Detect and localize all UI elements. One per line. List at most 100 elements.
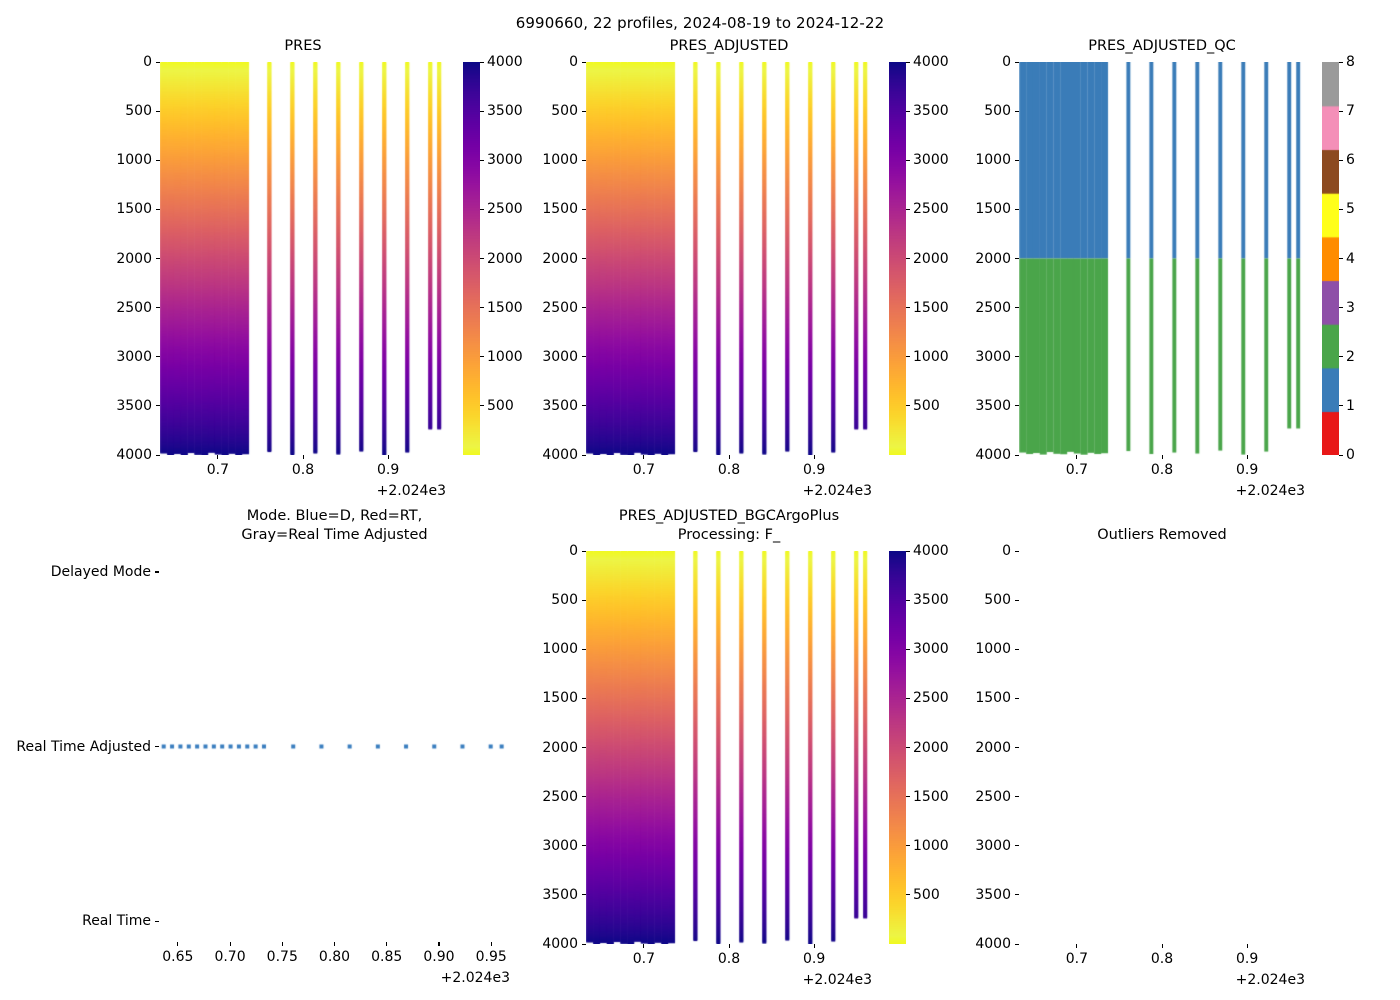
xtick-label-pres_adjusted: 0.9 xyxy=(802,462,826,478)
xtick-mark-pres_adjusted xyxy=(813,455,815,459)
cbar-tick-mark-pres_adjusted xyxy=(906,405,910,407)
colorbar-gradient-pres_adjusted_qc xyxy=(1322,62,1339,455)
ytick-label-pres_adjusted: 1500 xyxy=(542,201,578,218)
cbar-tick-label-pres_adjusted_qc: 1 xyxy=(1346,397,1355,414)
ytick-mark-pres_adjusted xyxy=(582,258,586,260)
cbar-tick-label-bgcargoplus: 1500 xyxy=(913,788,949,805)
ytick-label-pres: 500 xyxy=(125,103,152,120)
cbar-tick-label-pres_adjusted: 3500 xyxy=(913,103,949,120)
ytick-label-pres: 1000 xyxy=(116,152,152,169)
cbar-tick-mark-pres xyxy=(480,110,484,112)
plot-area-pres xyxy=(160,62,446,455)
cbar-tick-mark-pres_adjusted_qc xyxy=(1339,258,1343,260)
x-offset-text-bgcargoplus: +2.024e3 xyxy=(802,972,872,988)
ytick-mark-outliers xyxy=(1015,648,1019,650)
ytick-mark-mode xyxy=(155,746,159,748)
cbar-tick-label-pres_adjusted_qc: 0 xyxy=(1346,447,1355,463)
ytick-label-pres_adjusted: 0 xyxy=(569,54,578,70)
plot-area-outliers xyxy=(1019,551,1305,944)
cbar-tick-label-pres: 500 xyxy=(487,397,514,414)
ytick-label-pres_adjusted_qc: 3000 xyxy=(975,348,1011,365)
plot-area-pres_adjusted_qc xyxy=(1019,62,1305,455)
xtick-mark-mode xyxy=(490,942,492,946)
xtick-mark-pres xyxy=(217,455,219,459)
ytick-mark-bgcargoplus xyxy=(582,648,586,650)
colorbar-gradient-pres xyxy=(463,62,480,455)
ytick-label-pres_adjusted: 2000 xyxy=(542,250,578,267)
x-offset-text-pres_adjusted: +2.024e3 xyxy=(802,483,872,499)
cbar-tick-label-pres_adjusted: 2500 xyxy=(913,201,949,218)
cbar-tick-mark-pres xyxy=(480,258,484,260)
ytick-label-mode: Real Time Adjusted xyxy=(16,738,151,755)
ytick-label-bgcargoplus: 3500 xyxy=(542,886,578,903)
xtick-mark-outliers xyxy=(1246,944,1248,948)
cbar-tick-mark-pres_adjusted xyxy=(906,159,910,161)
xtick-label-mode: 0.70 xyxy=(214,949,246,965)
ytick-mark-mode xyxy=(155,571,159,573)
ytick-label-pres_adjusted: 1000 xyxy=(542,152,578,169)
axes-title-outliers: Outliers Removed xyxy=(1097,527,1227,543)
cbar-tick-label-bgcargoplus: 3000 xyxy=(913,641,949,658)
ytick-label-pres_adjusted: 4000 xyxy=(542,447,578,463)
ytick-label-bgcargoplus: 1500 xyxy=(542,690,578,707)
cbar-tick-mark-bgcargoplus xyxy=(906,894,910,896)
ytick-label-outliers: 0 xyxy=(1002,543,1011,559)
ytick-mark-pres_adjusted_qc xyxy=(1015,356,1019,358)
cbar-tick-label-pres: 4000 xyxy=(487,54,523,70)
xtick-label-pres_adjusted: 0.8 xyxy=(717,462,741,478)
ytick-label-pres_adjusted_qc: 4000 xyxy=(975,447,1011,463)
xtick-mark-mode xyxy=(334,942,336,946)
cbar-tick-label-bgcargoplus: 1000 xyxy=(913,837,949,854)
ytick-mark-mode xyxy=(155,920,159,922)
ytick-label-pres_adjusted_qc: 1000 xyxy=(975,152,1011,169)
ytick-mark-pres_adjusted_qc xyxy=(1015,159,1019,161)
ytick-label-pres_adjusted: 500 xyxy=(551,103,578,120)
ytick-mark-pres xyxy=(156,454,160,456)
cbar-tick-mark-pres_adjusted xyxy=(906,61,910,63)
ytick-mark-bgcargoplus xyxy=(582,697,586,699)
ytick-label-bgcargoplus: 3000 xyxy=(542,837,578,854)
cbar-tick-mark-pres xyxy=(480,208,484,210)
xtick-mark-pres_adjusted_qc xyxy=(1246,455,1248,459)
xtick-label-pres: 0.7 xyxy=(206,462,230,478)
xtick-label-mode: 0.90 xyxy=(423,949,455,965)
ytick-mark-pres_adjusted xyxy=(582,110,586,112)
ytick-mark-pres_adjusted_qc xyxy=(1015,258,1019,260)
cbar-tick-label-pres_adjusted_qc: 7 xyxy=(1346,103,1355,120)
xtick-mark-pres_adjusted_qc xyxy=(1161,455,1163,459)
xtick-label-pres: 0.9 xyxy=(376,462,400,478)
cbar-tick-label-pres: 1000 xyxy=(487,348,523,365)
cbar-tick-mark-pres_adjusted xyxy=(906,208,910,210)
ytick-label-pres: 3000 xyxy=(116,348,152,365)
ytick-mark-bgcargoplus xyxy=(582,894,586,896)
cbar-tick-label-pres_adjusted_qc: 2 xyxy=(1346,348,1355,365)
xtick-label-outliers: 0.7 xyxy=(1065,951,1089,967)
cbar-tick-mark-pres xyxy=(480,307,484,309)
ytick-label-outliers: 4000 xyxy=(975,936,1011,952)
cbar-tick-label-pres_adjusted: 1500 xyxy=(913,299,949,316)
xtick-label-outliers: 0.8 xyxy=(1150,951,1174,967)
x-offset-text-pres: +2.024e3 xyxy=(376,483,446,499)
xtick-mark-bgcargoplus xyxy=(728,944,730,948)
cbar-tick-mark-bgcargoplus xyxy=(906,648,910,650)
cbar-tick-mark-pres_adjusted xyxy=(906,307,910,309)
ytick-label-pres_adjusted_qc: 1500 xyxy=(975,201,1011,218)
ytick-label-pres: 2000 xyxy=(116,250,152,267)
x-offset-text-pres_adjusted_qc: +2.024e3 xyxy=(1235,483,1305,499)
ytick-mark-outliers xyxy=(1015,550,1019,552)
ytick-mark-pres_adjusted xyxy=(582,405,586,407)
cbar-tick-label-bgcargoplus: 2000 xyxy=(913,739,949,756)
ytick-mark-pres_adjusted xyxy=(582,356,586,358)
cbar-tick-label-pres: 3500 xyxy=(487,103,523,120)
cbar-tick-label-bgcargoplus: 500 xyxy=(913,886,940,903)
xtick-mark-mode xyxy=(281,942,283,946)
xtick-label-bgcargoplus: 0.9 xyxy=(802,951,826,967)
ytick-label-pres: 2500 xyxy=(116,299,152,316)
ytick-label-pres_adjusted: 3000 xyxy=(542,348,578,365)
ytick-label-mode: Real Time xyxy=(82,913,151,930)
cbar-tick-mark-bgcargoplus xyxy=(906,697,910,699)
cbar-tick-label-bgcargoplus: 4000 xyxy=(913,543,949,559)
ytick-mark-pres_adjusted_qc xyxy=(1015,110,1019,112)
ytick-label-outliers: 1500 xyxy=(975,690,1011,707)
